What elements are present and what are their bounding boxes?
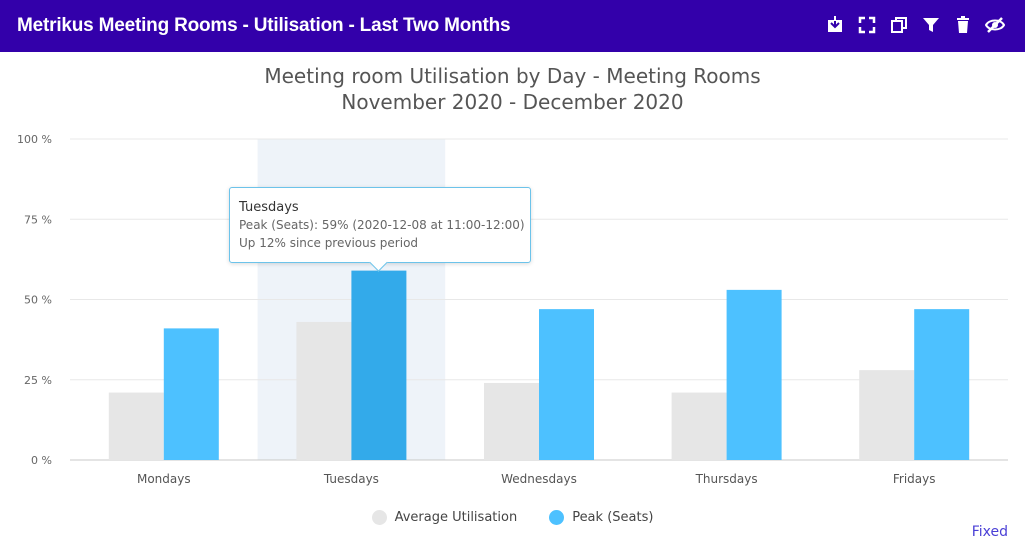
- legend-item-peak[interactable]: Peak (Seats): [549, 510, 653, 525]
- y-tick-label: 25 %: [24, 374, 52, 387]
- y-tick-label: 0 %: [31, 454, 52, 467]
- chart-title: Meeting room Utilisation by Day - Meetin…: [264, 64, 761, 88]
- widget-header: Metrikus Meeting Rooms - Utilisation - L…: [0, 0, 1025, 52]
- x-tick-label: Thursdays: [695, 472, 758, 486]
- bar-average: [296, 321, 352, 460]
- widget-title: Metrikus Meeting Rooms - Utilisation - L…: [17, 15, 511, 36]
- bar-peak: [163, 328, 219, 460]
- chart-tooltip: Tuesdays Peak (Seats): 59% (2020-12-08 a…: [229, 187, 531, 272]
- y-tick-label: 50 %: [24, 294, 52, 307]
- chart-subtitle: November 2020 - December 2020: [341, 90, 684, 114]
- legend-swatch-peak: [549, 510, 565, 525]
- hide-eye-icon[interactable]: [985, 15, 1005, 35]
- bar-peak: [914, 309, 970, 460]
- x-tick-label: Wednesdays: [501, 472, 577, 486]
- fixed-link[interactable]: Fixed: [971, 524, 1008, 540]
- tooltip-title: Tuesdays: [239, 200, 299, 215]
- trash-icon[interactable]: [953, 15, 973, 35]
- x-tick-label: Fridays: [893, 472, 936, 486]
- chart-title-block: Meeting room Utilisation by Day - Meetin…: [0, 63, 1025, 115]
- tooltip-line-change: Up 12% since previous period: [239, 236, 419, 250]
- bar-peak: [351, 270, 407, 460]
- chart-legend: Average Utilisation Peak (Seats): [0, 510, 1025, 525]
- legend-label-peak: Peak (Seats): [572, 510, 654, 525]
- download-icon[interactable]: [825, 15, 845, 35]
- bar-average: [108, 392, 164, 460]
- bar-average: [859, 370, 915, 460]
- bar-average: [671, 392, 727, 460]
- legend-swatch-average: [371, 510, 387, 525]
- bar-peak: [539, 309, 594, 460]
- filter-icon[interactable]: [921, 15, 941, 35]
- y-tick-label: 100 %: [17, 133, 52, 146]
- x-tick-label: Mondays: [137, 472, 191, 486]
- fullscreen-icon[interactable]: [857, 15, 877, 35]
- header-toolbar: [825, 15, 1005, 35]
- y-tick-label: 75 %: [24, 213, 52, 226]
- legend-item-average[interactable]: Average Utilisation: [371, 510, 518, 525]
- copy-icon[interactable]: [889, 15, 909, 35]
- legend-label-average: Average Utilisation: [394, 510, 518, 525]
- bar-average: [484, 382, 539, 460]
- x-tick-label: Tuesdays: [323, 472, 379, 486]
- tooltip-line-peak: Peak (Seats): 59% (2020-12-08 at 11:00-1…: [239, 218, 525, 232]
- bar-peak: [726, 289, 782, 460]
